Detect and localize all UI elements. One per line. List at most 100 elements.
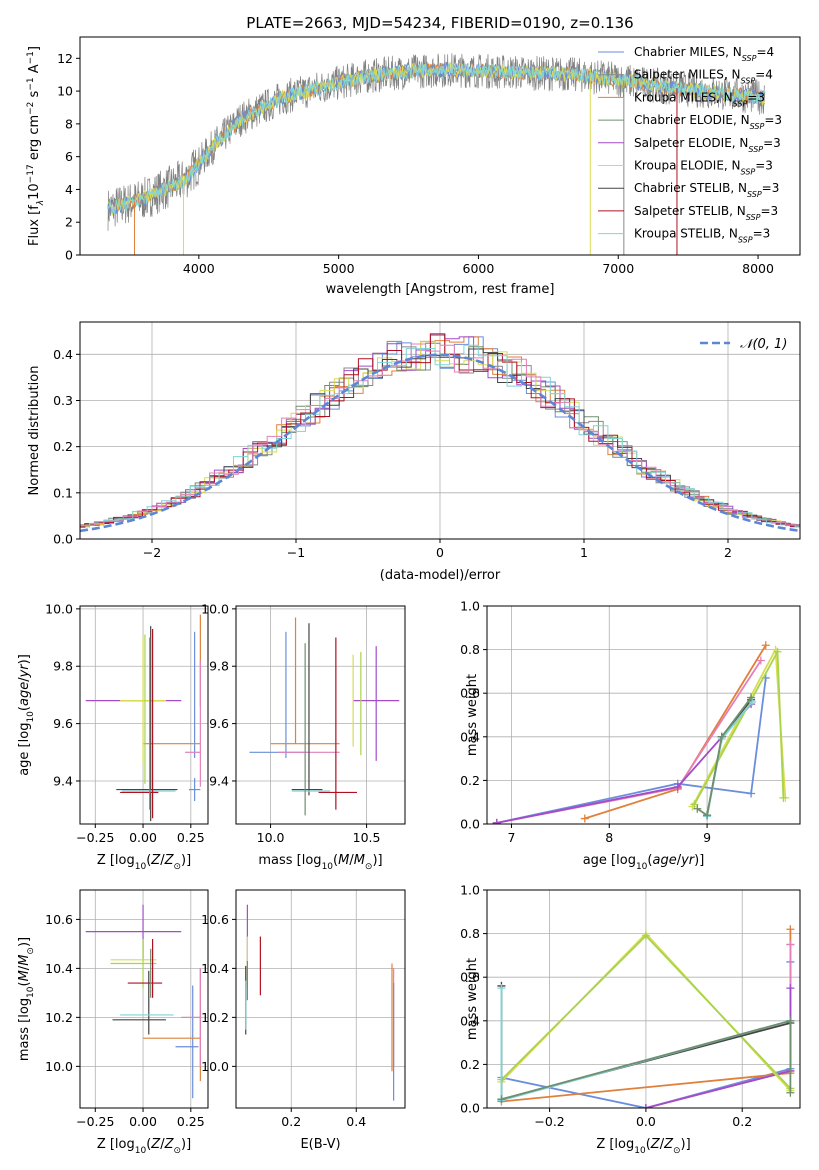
x-tick-label: 0.2 xyxy=(732,1114,752,1129)
histogram-series xyxy=(80,343,800,528)
x-tick-label: 1 xyxy=(580,545,588,560)
weight-marker xyxy=(717,732,726,741)
x-tick-label: 0.25 xyxy=(177,1114,205,1129)
y-tick-label: 0.1 xyxy=(53,485,73,500)
y-tick-label: 10.6 xyxy=(45,912,73,927)
x-tick-label: 2 xyxy=(724,545,732,560)
y-tick-label: 10.0 xyxy=(45,601,73,616)
model-spectrum xyxy=(107,62,766,214)
weight-marker xyxy=(673,782,682,791)
residuals-panel: −2 −1 0 1 2 0.0 0.1 0.2 0.3 0.4 (data-model)/error… xyxy=(27,321,801,583)
x-tick-label: 7 xyxy=(507,830,515,845)
x-axis-label: mass [log10(M/M⊙)] xyxy=(258,853,382,872)
x-axis-label: (data-model)/error xyxy=(380,568,501,583)
mass_vs_Z-panel: −0.25 0.00 0.25 10.0 10.2 10.4 10.6 Z [log10(Z/… xyxy=(17,889,209,1156)
age_vs_Z-panel: −0.25 0.00 0.25 9.4 9.6 9.8 10.0 Z [log10(Z/Z⊙)… xyxy=(17,601,209,872)
weight-marker xyxy=(497,1095,506,1104)
y-tick-label: 1.0 xyxy=(460,883,480,898)
y-tick-label: 0.3 xyxy=(53,393,73,408)
y-tick-label: 10.2 xyxy=(45,1010,73,1025)
weight-marker xyxy=(748,697,757,706)
legend-entry: Chabrier ELODIE, NSSP=3 xyxy=(634,113,782,131)
weight-marker xyxy=(756,656,765,665)
weight-series xyxy=(496,703,752,824)
axes-frame xyxy=(79,321,801,540)
axes-frame xyxy=(79,36,801,256)
chart-title: PLATE=2663, MJD=54234, FIBERID=0190, z=0… xyxy=(246,14,633,32)
x-tick-label: 9 xyxy=(703,830,711,845)
x-tick-label: −0.25 xyxy=(76,1114,114,1129)
x-tick-label: 6000 xyxy=(463,261,495,276)
x-tick-label: 0.25 xyxy=(177,830,205,845)
y-tick-label: 10.4 xyxy=(201,961,229,976)
x-tick-label: 0.00 xyxy=(129,830,157,845)
y-tick-label: 9.8 xyxy=(53,659,73,674)
y-tick-label: 6 xyxy=(65,149,73,164)
weight-marker xyxy=(641,1104,650,1108)
weight-marker xyxy=(580,814,589,823)
y-tick-label: 0.0 xyxy=(53,532,73,547)
axes-frame xyxy=(235,605,406,825)
legend: Chabrier MILES, NSSP=4 Salpeter MILES, NS… xyxy=(598,45,782,244)
weight-series xyxy=(496,677,767,824)
y-tick-label: 0.6 xyxy=(460,686,480,701)
y-axis-label: Normed distribution xyxy=(27,366,42,496)
errorbars xyxy=(85,614,201,822)
weight-marker xyxy=(786,984,795,993)
weight-series xyxy=(706,701,753,817)
histogram-series xyxy=(80,334,800,527)
y-tick-label: 10.0 xyxy=(201,601,229,616)
y-axis-label: Flux [fλ10−17 erg cm−2 s−1 A−1] xyxy=(26,46,46,246)
axes-frame xyxy=(79,605,209,825)
legend-entry: Kroupa ELODIE, NSSP=3 xyxy=(634,159,773,177)
weight-marker xyxy=(492,818,501,824)
weight-marker xyxy=(773,647,782,656)
legend-entry: Salpeter MILES, NSSP=4 xyxy=(634,68,773,86)
y-tick-label: 0.4 xyxy=(460,729,480,744)
y-tick-label: 9.4 xyxy=(209,773,229,788)
x-tick-label: 0.4 xyxy=(346,1114,366,1129)
weight-marker xyxy=(779,793,788,802)
y-tick-label: 10.0 xyxy=(45,1059,73,1074)
spectrum-lines xyxy=(107,53,766,255)
y-tick-label: 0.0 xyxy=(460,817,480,832)
errorbars xyxy=(85,904,201,1099)
weight-marker xyxy=(761,641,770,650)
legend-entry: Chabrier MILES, NSSP=4 xyxy=(634,45,774,63)
y-axis-label: mass [log10(M/M⊙)] xyxy=(17,937,36,1061)
x-tick-label: 0.2 xyxy=(281,1114,301,1129)
legend-entry: Salpeter ELODIE, NSSP=3 xyxy=(634,136,781,154)
weight-marker xyxy=(786,925,795,934)
x-axis-label: Z [log10(Z/Z⊙)] xyxy=(97,853,191,872)
weight-marker xyxy=(786,1088,795,1097)
weight-marker xyxy=(497,984,506,993)
legend-entry: Chabrier STELIB, NSSP=3 xyxy=(634,181,779,199)
y-tick-label: 0.4 xyxy=(53,347,73,362)
weight-marker xyxy=(747,693,756,702)
y-tick-label: 2 xyxy=(65,215,73,230)
y-tick-label: 8 xyxy=(65,116,73,131)
errorbar-point xyxy=(188,778,201,802)
y-tick-label: 0.8 xyxy=(460,642,480,657)
weight-marker xyxy=(693,804,702,813)
weight-marker xyxy=(786,940,795,949)
x-axis-label: Z [log10(Z/Z⊙)] xyxy=(596,1137,690,1156)
legend-entry: 𝒩(0, 1) xyxy=(740,337,787,352)
y-tick-label: 10 xyxy=(57,84,73,99)
gaussian-curve xyxy=(80,353,800,533)
legend-entry: Kroupa STELIB, NSSP=3 xyxy=(634,227,770,245)
mass_vs_EBV-panel: 0.2 0.4 10.0 10.2 10.4 10.6 E(B-V) xyxy=(201,889,406,1152)
y-tick-label: 12 xyxy=(57,51,73,66)
x-axis-label: E(B-V) xyxy=(300,1137,340,1152)
y-tick-label: 9.8 xyxy=(209,659,229,674)
weight-series xyxy=(696,697,752,817)
weight-marker xyxy=(703,811,712,820)
weight-marker xyxy=(690,800,699,809)
x-axis-label: Z [log10(Z/Z⊙)] xyxy=(97,1137,191,1156)
x-tick-label: −1 xyxy=(287,545,305,560)
y-tick-label: 0.2 xyxy=(460,773,480,788)
y-tick-label: 0.4 xyxy=(460,1013,480,1028)
histograms xyxy=(80,333,800,533)
x-tick-label: −2 xyxy=(143,545,161,560)
weight-series xyxy=(645,988,792,1108)
